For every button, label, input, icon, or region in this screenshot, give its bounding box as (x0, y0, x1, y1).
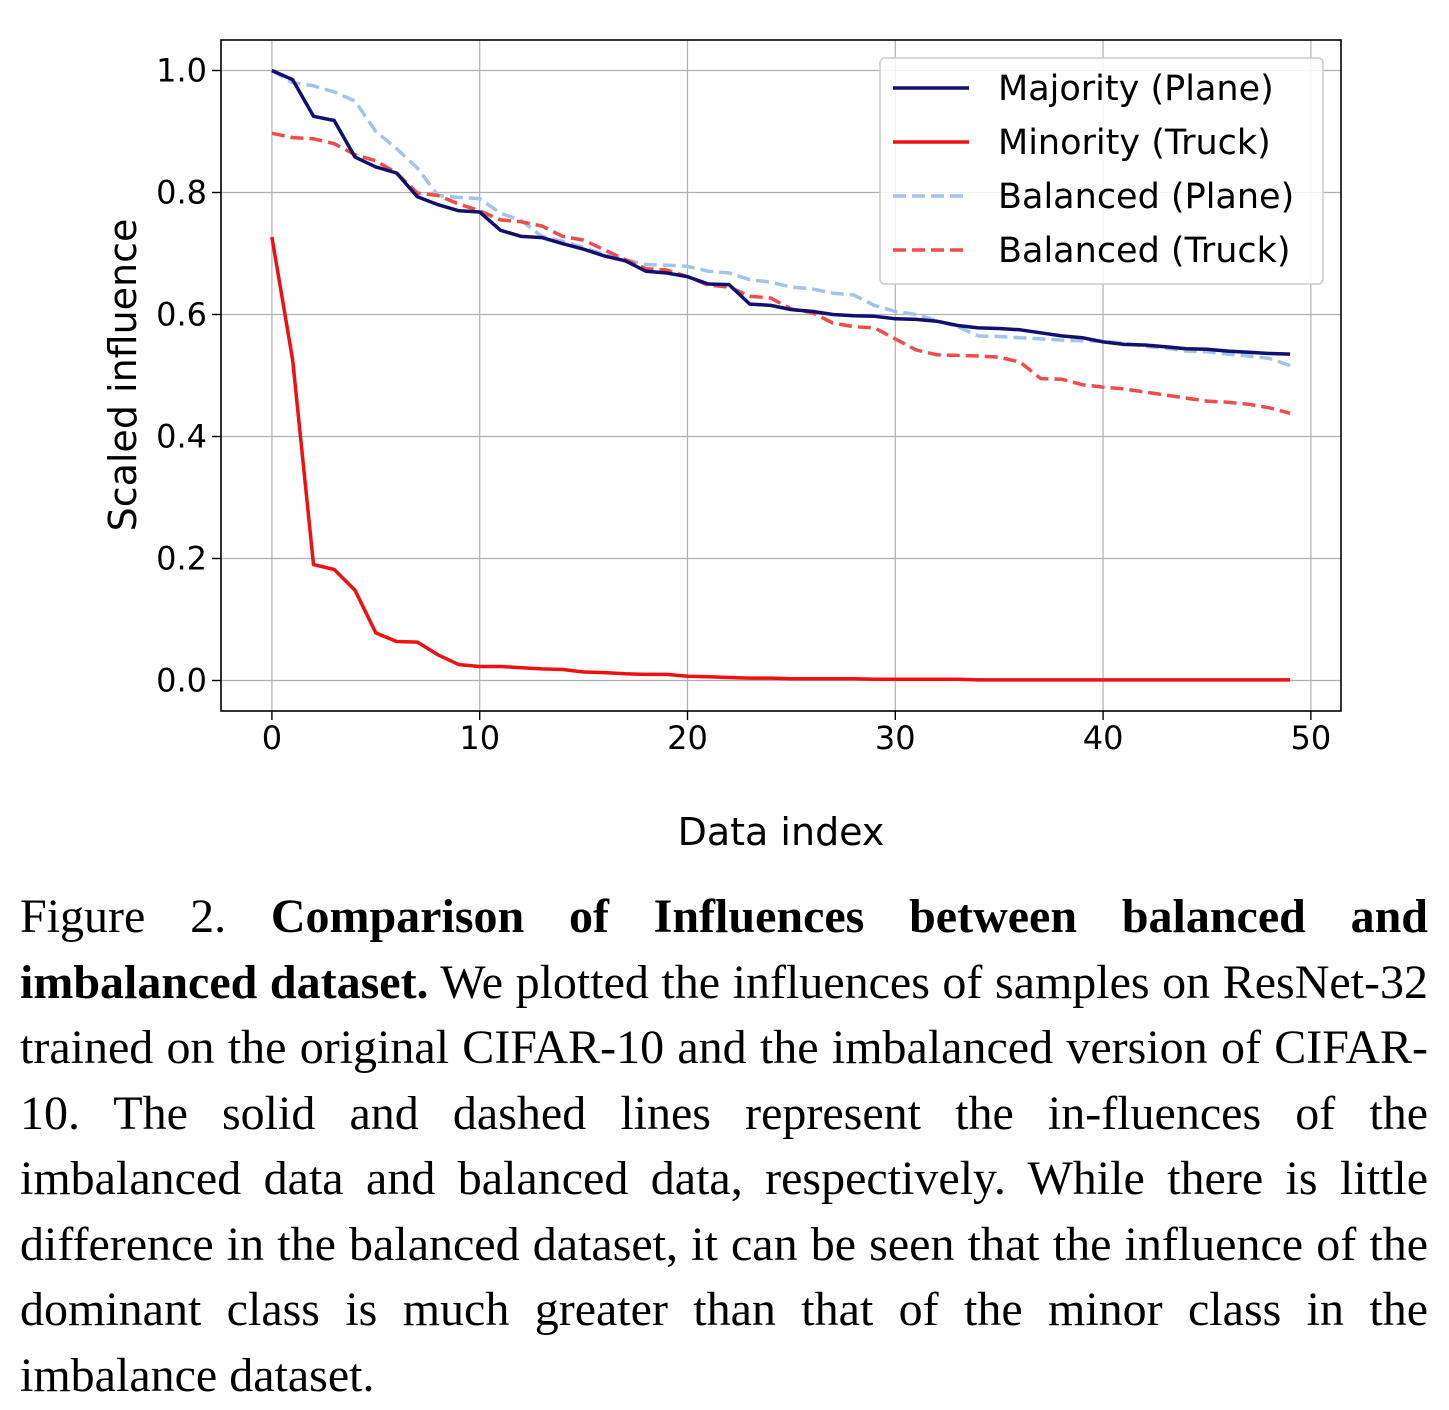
y-tick-label: 0.8 (156, 174, 207, 212)
x-tick-label: 20 (667, 719, 708, 757)
series-line-minority-truck (270, 236, 1291, 682)
legend-box (879, 57, 1324, 285)
series-line-majority-plane (271, 68, 1291, 356)
caption-body: We plotted the influences of samples on … (20, 955, 1429, 1402)
x-tick-label: 50 (1291, 719, 1332, 757)
figure-caption: Figure 2. Comparison of Influences betwe… (20, 884, 1428, 1408)
plot-frame (220, 39, 1342, 712)
legend-label-majority-plane: Majority (Plane) (998, 69, 1274, 109)
legend-label-minority-truck: Minority (Truck) (998, 123, 1271, 163)
x-tick-label: 40 (1083, 719, 1124, 757)
legend-label-balanced-plane: Balanced (Plane) (998, 177, 1294, 217)
y-tick-label: 1.0 (156, 52, 207, 90)
series-lines (270, 68, 1291, 682)
y-tick-label: 0.4 (156, 418, 207, 456)
x-tick-label: 30 (875, 719, 916, 757)
y-tick-label: 0.6 (156, 296, 207, 334)
caption-title: Comparison of Influences between balance… (20, 890, 1428, 1009)
x-tick-label: 10 (459, 719, 500, 757)
y-tick-label: 0.0 (156, 662, 207, 700)
line-chart: 0 10 20 30 40 50 0.0 0.2 0.4 0.6 0.8 1.0 Data index… (101, 39, 1342, 854)
axis-ticks: 0 10 20 30 40 50 0.0 0.2 0.4 0.6 0.8 1.0 (156, 52, 1331, 758)
legend: Majority (Plane) Minority (Truck) Balanc… (879, 57, 1324, 285)
caption-prefix: Figure 2. (20, 890, 271, 943)
x-tick-label: 0 (262, 719, 282, 757)
x-axis-label: Data index (678, 810, 885, 854)
y-axis-label: Scaled influence (101, 219, 145, 532)
legend-label-balanced-truck: Balanced (Truck) (998, 231, 1291, 271)
series-line-balanced-truck (271, 131, 1291, 415)
y-tick-label: 0.2 (156, 540, 207, 578)
